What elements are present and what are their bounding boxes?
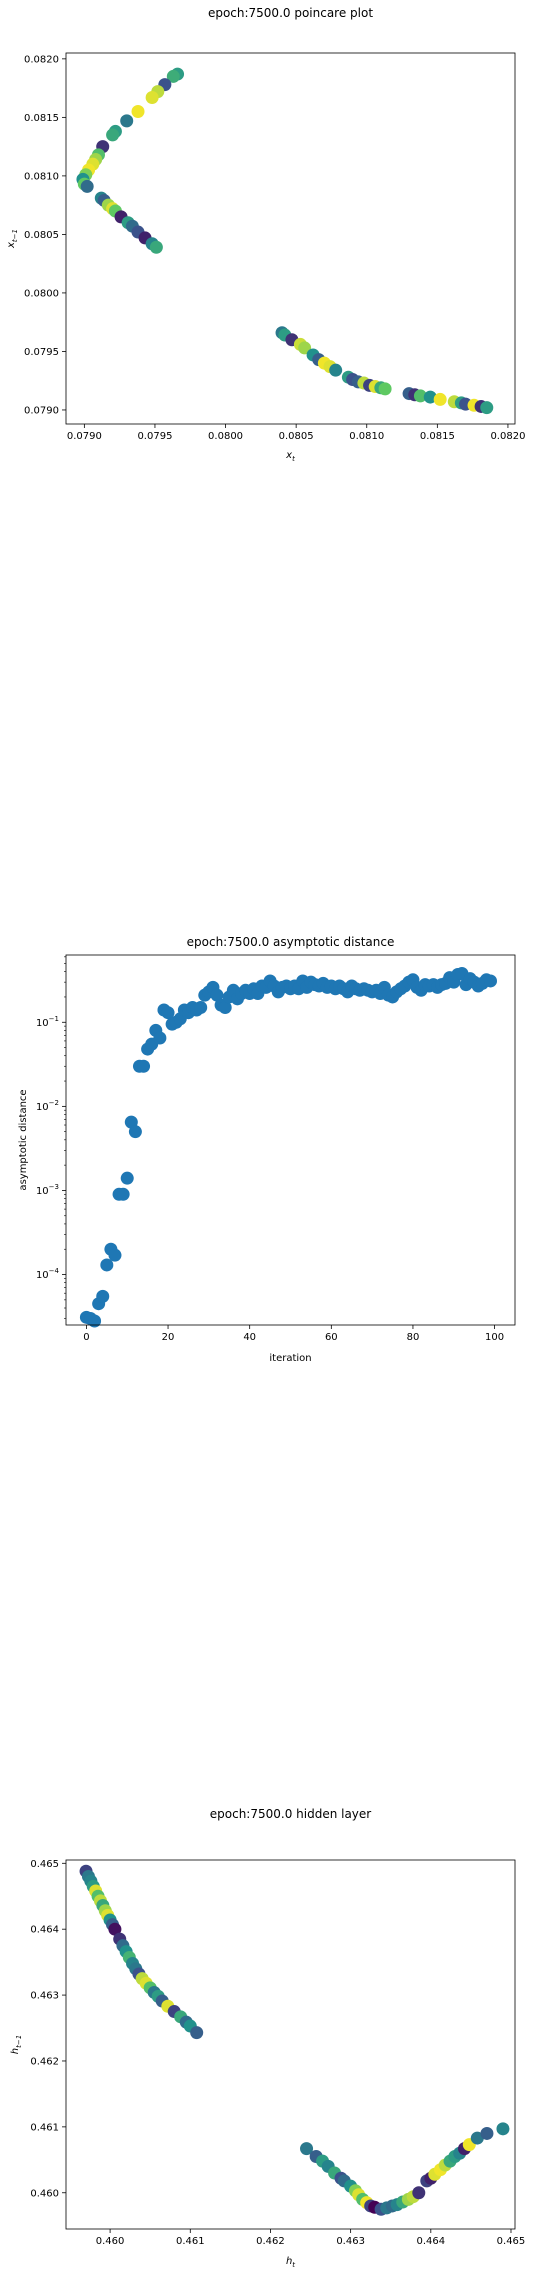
- data-point: [100, 1258, 114, 1272]
- x-tick-label: 20: [162, 1332, 175, 1343]
- x-tick-label: 0.462: [256, 2236, 285, 2247]
- y-tick-label: 10−2: [36, 1099, 59, 1113]
- x-tick-label: 0.0820: [490, 431, 525, 442]
- data-point: [128, 1125, 142, 1139]
- chart-title: epoch:7500.0 hidden layer: [210, 1807, 372, 1821]
- data-point: [137, 1059, 151, 1073]
- y-tick-label: 10−3: [36, 1183, 59, 1197]
- x-tick-label: 0.464: [416, 2236, 445, 2247]
- data-point: [413, 389, 427, 403]
- data-point: [423, 390, 437, 404]
- y-tick-label: 0.463: [30, 1991, 59, 2002]
- x-tick-label: 0.0810: [349, 431, 384, 442]
- data-point: [210, 988, 224, 1002]
- data-point: [161, 1006, 175, 1020]
- data-point: [190, 2026, 204, 2040]
- data-point: [496, 2122, 510, 2136]
- x-tick-label: 100: [485, 1332, 504, 1343]
- plot-frame: [65, 954, 516, 1326]
- data-point: [131, 105, 145, 119]
- chart-1: epoch:7500.0 poincare plot 0.0790 0.0795 0.…: [6, 6, 525, 463]
- data-point: [166, 69, 180, 83]
- y-tick-label: 0.461: [30, 2122, 59, 2133]
- y-tick-label: 0.0815: [24, 113, 59, 124]
- chart-2: epoch:7500.0 asymptotic distance 0 20 40 60 8…: [18, 935, 516, 1364]
- y-tick-label: 0.0800: [24, 288, 59, 299]
- y-tick-label: 0.465: [30, 1859, 59, 1870]
- y-tick-label: 0.464: [30, 1925, 59, 1936]
- data-point: [300, 2142, 314, 2156]
- x-tick-label: 40: [243, 1332, 256, 1343]
- data-point: [329, 363, 343, 377]
- data-point: [108, 1248, 122, 1262]
- x-tick-label: 0.0800: [208, 431, 243, 442]
- data-point: [120, 114, 134, 128]
- data-point: [153, 1031, 167, 1045]
- y-tick-label: 0.0805: [24, 230, 59, 241]
- x-tick-label: 0.0805: [279, 431, 314, 442]
- y-tick-label: 0.0795: [24, 347, 59, 358]
- data-point: [116, 1187, 130, 1201]
- data-point: [80, 179, 94, 193]
- chart-3: epoch:7500.0 hidden layer 0.460 0.461 0.462…: [10, 1807, 525, 2269]
- y-tick-label: 10−4: [36, 1267, 60, 1281]
- data-point: [218, 1000, 232, 1014]
- data-point: [106, 128, 120, 142]
- y-tick-label: 0.462: [30, 2056, 59, 2067]
- x-tick-label: 0.0795: [137, 431, 172, 442]
- y-tick-label: 0.0820: [24, 54, 59, 65]
- x-axis-label: iteration: [269, 1353, 311, 1364]
- y-tick-label: 0.0810: [24, 171, 59, 182]
- data-point: [412, 2186, 426, 2200]
- y-tick-label: 0.460: [30, 2188, 59, 2199]
- x-tick-label: 0: [83, 1332, 89, 1343]
- y-tick-label: 10−1: [36, 1015, 59, 1029]
- data-point: [433, 392, 447, 406]
- x-axis-label: ht: [286, 2256, 295, 2269]
- x-tick-label: 0.463: [336, 2236, 365, 2247]
- x-tick-label: 80: [407, 1332, 420, 1343]
- data-point: [145, 90, 159, 104]
- x-tick-label: 0.0815: [420, 431, 455, 442]
- data-point: [484, 974, 498, 988]
- data-point: [480, 401, 494, 415]
- data-point: [480, 2126, 494, 2140]
- x-tick-label: 0.460: [96, 2236, 125, 2247]
- y-axis-label: xt−1: [6, 229, 19, 249]
- data-point: [194, 1000, 208, 1014]
- data-point: [149, 240, 163, 254]
- y-tick-label: 0.0790: [24, 405, 59, 416]
- x-tick-label: 60: [325, 1332, 338, 1343]
- x-tick-label: 0.461: [176, 2236, 205, 2247]
- data-point: [96, 1289, 110, 1303]
- data-point: [120, 1171, 134, 1185]
- plot-frame: [65, 1859, 516, 2230]
- data-point: [470, 2131, 484, 2145]
- x-tick-label: 0.465: [497, 2236, 526, 2247]
- data-point: [378, 382, 392, 396]
- plot-frame: [65, 52, 516, 425]
- data-point: [88, 1314, 102, 1328]
- data-point: [108, 1922, 122, 1936]
- x-tick-label: 0.0790: [67, 431, 102, 442]
- x-axis-label: xt: [285, 450, 295, 463]
- y-axis-label: ht−1: [10, 2035, 23, 2054]
- chart-title: epoch:7500.0 poincare plot: [208, 6, 373, 20]
- y-axis-label: asymptotic distance: [18, 1089, 29, 1190]
- chart-title: epoch:7500.0 asymptotic distance: [187, 935, 395, 949]
